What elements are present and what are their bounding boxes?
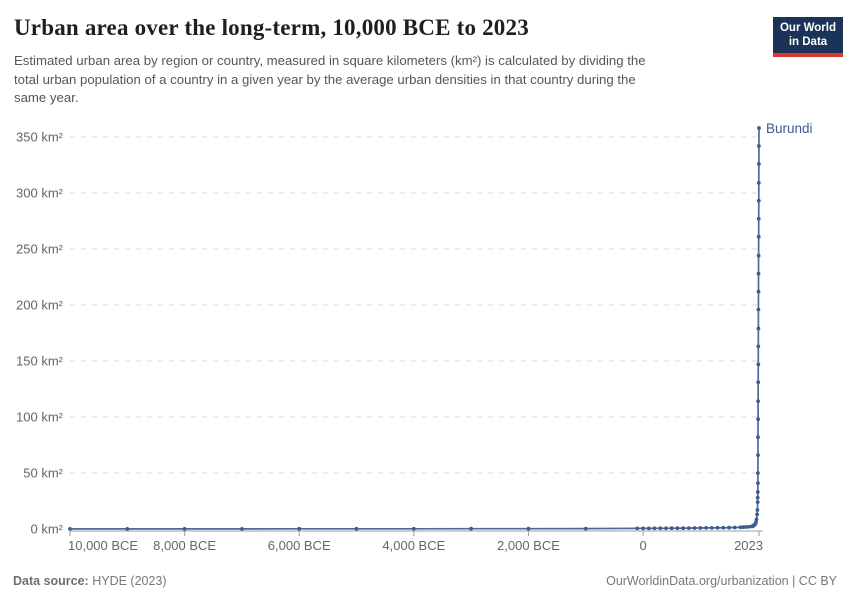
data-point[interactable]: [756, 417, 760, 422]
x-tick-label: 8,000 BCE: [153, 538, 216, 553]
data-point[interactable]: [297, 526, 302, 531]
data-point[interactable]: [240, 527, 244, 531]
data-point[interactable]: [747, 524, 751, 529]
data-point[interactable]: [692, 526, 697, 530]
data-point[interactable]: [125, 527, 130, 531]
owid-logo-line-1: Our World: [779, 22, 836, 34]
data-point[interactable]: [715, 525, 720, 530]
data-point[interactable]: [721, 525, 726, 530]
data-point[interactable]: [709, 526, 714, 530]
data-source-label: Data source:: [13, 574, 89, 588]
data-point[interactable]: [756, 435, 760, 440]
data-point[interactable]: [756, 453, 760, 457]
y-tick-label: 200 km²: [16, 298, 64, 313]
y-tick-label: 0 km²: [31, 522, 64, 537]
data-point[interactable]: [646, 526, 651, 531]
data-source-note: Data source: HYDE (2023): [13, 574, 167, 588]
data-point[interactable]: [526, 526, 531, 531]
data-point[interactable]: [68, 527, 72, 531]
data-point[interactable]: [756, 362, 761, 367]
data-point[interactable]: [757, 126, 761, 130]
data-point[interactable]: [741, 525, 746, 530]
data-point[interactable]: [732, 525, 737, 530]
data-point[interactable]: [727, 525, 731, 530]
data-point[interactable]: [756, 471, 760, 475]
y-tick-label: 50 km²: [23, 466, 63, 481]
data-point[interactable]: [681, 526, 686, 531]
data-point[interactable]: [754, 520, 758, 525]
data-point[interactable]: [698, 526, 703, 530]
data-point[interactable]: [635, 526, 640, 531]
y-tick-label: 100 km²: [16, 410, 64, 425]
data-point[interactable]: [669, 526, 674, 531]
data-point[interactable]: [756, 399, 760, 404]
chart-subtitle: Estimated urban area by region or countr…: [14, 52, 729, 108]
data-point[interactable]: [756, 289, 761, 294]
license-link[interactable]: OurWorldinData.org/urbanization | CC BY: [606, 574, 837, 588]
x-tick-label: 4,000 BCE: [382, 538, 445, 553]
data-point[interactable]: [664, 526, 668, 531]
trend-line-burundi[interactable]: [70, 127, 760, 530]
entity-label-burundi[interactable]: Burundi: [766, 121, 813, 136]
y-tick-label: 300 km²: [16, 186, 64, 201]
subtitle-line-3: same year.: [14, 90, 79, 106]
x-tick-label: 0: [639, 538, 646, 553]
data-point[interactable]: [354, 526, 359, 531]
data-point[interactable]: [756, 198, 761, 203]
chart-title: Urban area over the long-term, 10,000 BC…: [14, 15, 529, 40]
data-point[interactable]: [687, 526, 691, 530]
data-point[interactable]: [756, 326, 761, 331]
data-point[interactable]: [756, 216, 761, 221]
data-point[interactable]: [756, 307, 761, 312]
data-point[interactable]: [704, 526, 708, 530]
data-point[interactable]: [755, 508, 760, 512]
y-tick-label: 350 km²: [16, 130, 64, 145]
data-point[interactable]: [756, 271, 761, 276]
data-source-value: HYDE (2023): [88, 574, 167, 588]
owid-logo-line-2: in Data: [788, 36, 828, 49]
data-point[interactable]: [755, 512, 759, 517]
data-point[interactable]: [754, 517, 759, 522]
data-point[interactable]: [755, 490, 760, 494]
data-point[interactable]: [756, 481, 760, 485]
x-tick-label: 2023: [734, 538, 763, 553]
data-point[interactable]: [641, 526, 645, 531]
subtitle-line-1: Estimated urban area by region or countr…: [14, 53, 646, 68]
y-tick-label: 250 km²: [16, 242, 64, 257]
data-point[interactable]: [469, 526, 473, 531]
data-point[interactable]: [411, 526, 416, 531]
data-point[interactable]: [757, 162, 761, 166]
data-point[interactable]: [757, 144, 761, 148]
y-tick-label: 150 km²: [16, 354, 64, 369]
data-point[interactable]: [182, 527, 187, 531]
x-tick-label: 6,000 BCE: [268, 538, 331, 553]
data-point[interactable]: [756, 380, 761, 385]
data-point[interactable]: [756, 253, 761, 258]
x-tick-label: 10,000 BCE: [68, 538, 138, 553]
data-point[interactable]: [756, 344, 761, 349]
data-point[interactable]: [738, 525, 743, 530]
data-point[interactable]: [675, 526, 680, 531]
data-point[interactable]: [755, 500, 760, 504]
subtitle-line-2: total urban population of a country in a…: [14, 71, 636, 87]
data-point[interactable]: [744, 525, 749, 529]
data-point[interactable]: [658, 526, 663, 531]
data-point[interactable]: [755, 495, 760, 500]
data-point[interactable]: [583, 526, 588, 531]
data-point[interactable]: [756, 234, 761, 239]
data-point[interactable]: [756, 181, 761, 185]
data-point[interactable]: [652, 526, 657, 531]
owid-logo[interactable]: Our World in Data: [773, 17, 843, 57]
x-tick-label: 2,000 BCE: [497, 538, 560, 553]
